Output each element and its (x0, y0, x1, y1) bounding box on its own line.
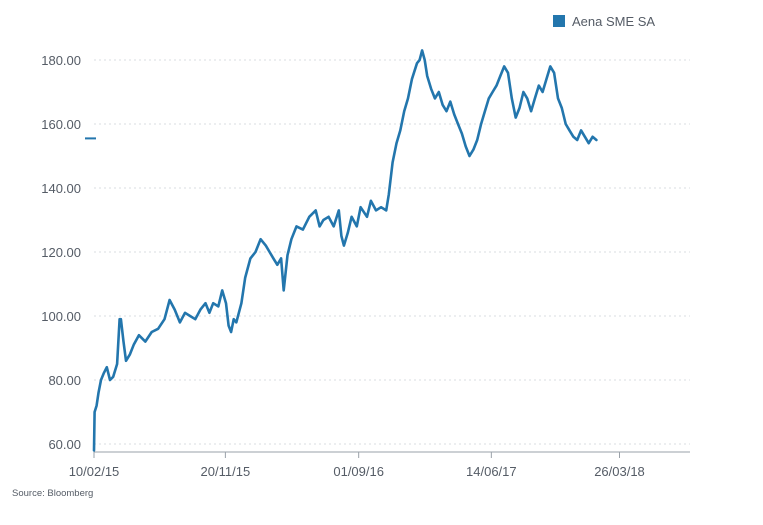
x-axis: 10/02/15 20/11/15 01/09/16 14/06/17 26/03/18 (69, 451, 690, 479)
y-tick-label: 60.00 (48, 437, 81, 452)
x-tick-label: 20/11/15 (201, 464, 251, 479)
x-tick-label: 10/02/15 (69, 464, 120, 479)
y-tick-label: 120.00 (41, 245, 81, 260)
y-tick-label: 160.00 (41, 117, 81, 132)
y-tick-label: 180.00 (41, 53, 81, 68)
y-tick-label: 80.00 (48, 373, 81, 388)
gridlines (94, 59, 690, 445)
y-tick-label: 100.00 (41, 309, 81, 324)
y-tick-label: 140.00 (41, 181, 81, 196)
x-tick-label: 14/06/17 (466, 464, 517, 479)
y-axis: 60.00 80.00 100.00 120.00 140.00 160.00 180.00 (41, 53, 81, 452)
series-group (92, 49, 598, 452)
legend-swatch (553, 15, 565, 27)
x-tick-label: 01/09/16 (333, 464, 384, 479)
source-note: Source: Bloomberg (12, 488, 94, 499)
legend: Aena SME SA (553, 14, 655, 29)
x-tick-label: 26/03/18 (594, 464, 645, 479)
series-line (92, 49, 598, 452)
last-value-marker (85, 137, 96, 140)
legend-label: Aena SME SA (572, 14, 655, 29)
